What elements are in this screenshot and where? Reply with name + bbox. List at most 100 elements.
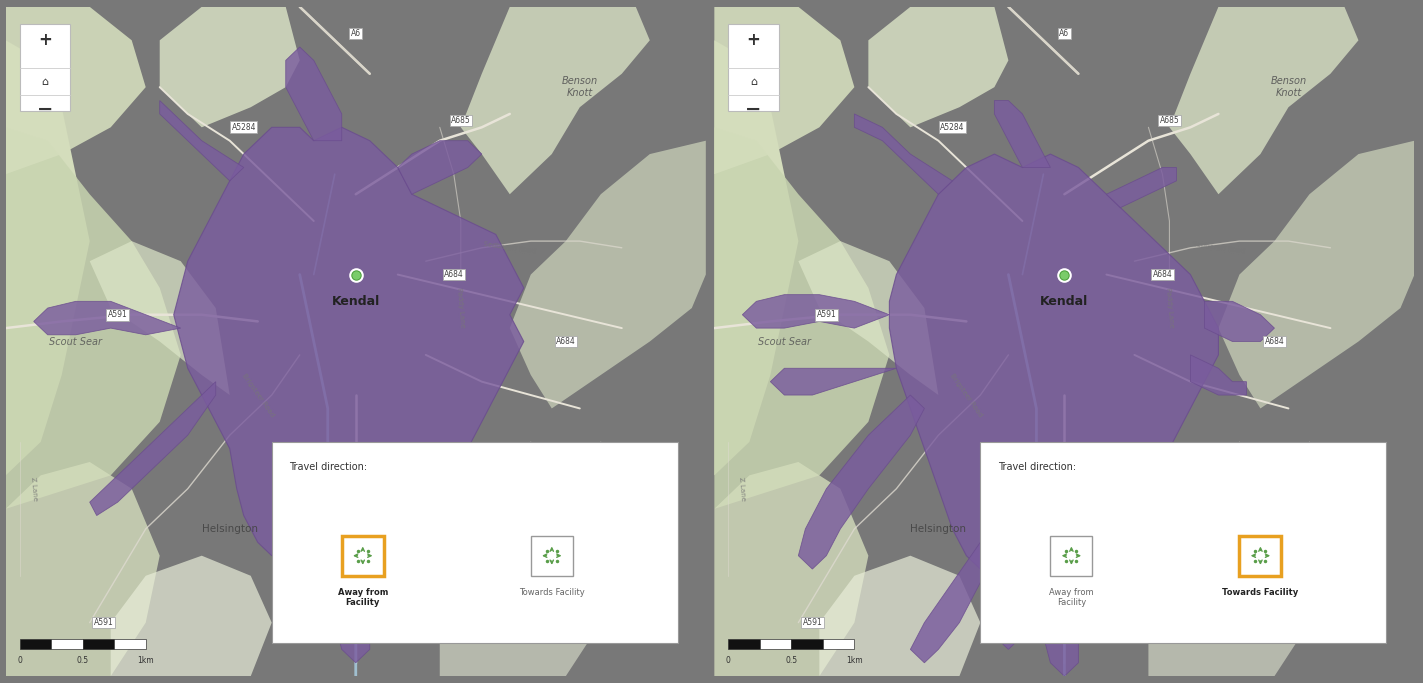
Text: B6254: B6254 [1150,484,1174,493]
Text: Away from
Facility: Away from Facility [337,588,388,607]
Polygon shape [1043,556,1079,676]
Text: Z Lane: Z Lane [739,477,747,501]
Bar [729,639,760,650]
Polygon shape [868,7,1009,127]
Polygon shape [6,7,145,174]
Bar [760,639,791,650]
Bar [114,639,145,650]
Polygon shape [6,127,181,509]
Text: A591: A591 [803,618,822,627]
Polygon shape [6,40,90,475]
Text: −: − [37,100,53,119]
Text: Kendal: Kendal [332,295,380,308]
Text: 0: 0 [17,656,23,665]
Polygon shape [1134,475,1204,516]
Text: Brigsteer Road: Brigsteer Road [949,372,983,418]
Text: A65: A65 [1072,444,1086,453]
Text: Z Lane: Z Lane [30,477,38,501]
Polygon shape [743,294,889,328]
Polygon shape [1204,301,1275,342]
Polygon shape [1107,167,1177,208]
Polygon shape [714,127,889,509]
Bar [980,442,1386,643]
Bar [20,24,70,111]
Text: A5284: A5284 [232,123,256,132]
Bar [822,639,854,650]
Text: A685: A685 [451,116,471,125]
Polygon shape [398,141,482,194]
Text: Hayclose Lane: Hayclose Lane [525,463,536,514]
Text: Travel direction:: Travel direction: [998,462,1076,472]
Polygon shape [770,368,896,395]
Text: 0.5: 0.5 [785,656,797,665]
Text: A685: A685 [1160,116,1180,125]
Text: 0: 0 [726,656,731,665]
Text: A6: A6 [1059,29,1070,38]
Text: A591: A591 [94,618,114,627]
Polygon shape [1148,529,1309,676]
Polygon shape [509,141,706,408]
Polygon shape [461,7,650,194]
Polygon shape [6,462,159,676]
Bar [1239,535,1282,576]
Text: ⌂: ⌂ [41,76,48,87]
Text: A591: A591 [817,310,837,319]
Polygon shape [334,542,370,663]
Polygon shape [174,127,524,556]
Bar [729,24,778,111]
Polygon shape [1191,355,1247,395]
Polygon shape [1218,141,1414,408]
Polygon shape [995,529,1036,650]
Polygon shape [34,301,181,335]
Text: Paddy Lane: Paddy Lane [455,288,465,329]
Text: 0.5: 0.5 [77,656,88,665]
Polygon shape [995,100,1050,167]
Text: Benson
Knott: Benson Knott [1271,76,1306,98]
Text: Scout Sear: Scout Sear [50,337,102,346]
Polygon shape [159,7,300,127]
Bar [20,639,51,650]
Text: Sedbergh Road: Sedbergh Road [1192,241,1245,255]
Text: A65: A65 [363,444,377,453]
Text: Natland Road: Natland Road [350,572,361,619]
Bar [1050,535,1093,576]
Bar [272,442,677,643]
Polygon shape [90,241,229,395]
Polygon shape [440,529,601,676]
Bar [83,639,114,650]
Text: A684: A684 [444,270,464,279]
Text: 1km: 1km [138,656,154,665]
Polygon shape [911,542,995,663]
Polygon shape [798,241,938,395]
Text: A5284: A5284 [941,123,965,132]
Text: +: + [747,31,760,49]
Text: Beehive Lane: Beehive Lane [1305,465,1315,512]
Polygon shape [820,556,980,676]
Text: A684: A684 [1265,337,1285,346]
Text: A684: A684 [1153,270,1173,279]
Text: A6: A6 [350,29,361,38]
Text: Beehive Lane: Beehive Lane [596,465,606,512]
Polygon shape [714,7,854,174]
Text: Travel direction:: Travel direction: [289,462,367,472]
Text: Towards Facility: Towards Facility [519,588,585,597]
Text: Helsington: Helsington [202,524,258,534]
Text: Natland Road: Natland Road [1059,572,1070,619]
Bar [342,535,384,576]
Bar [531,535,573,576]
Polygon shape [425,462,495,502]
Text: Benson
Knott: Benson Knott [562,76,598,98]
Text: Towards Facility: Towards Facility [1222,588,1299,597]
Text: Helsington: Helsington [911,524,966,534]
Polygon shape [1170,7,1359,194]
Polygon shape [798,395,925,569]
Text: ⌂: ⌂ [750,76,757,87]
Polygon shape [714,462,868,676]
Polygon shape [854,114,952,194]
Text: Hayclose Lane: Hayclose Lane [1234,463,1245,514]
Polygon shape [111,556,272,676]
Text: Kendal: Kendal [1040,295,1089,308]
Polygon shape [714,40,798,475]
Polygon shape [159,100,243,181]
Text: 1km: 1km [847,656,862,665]
